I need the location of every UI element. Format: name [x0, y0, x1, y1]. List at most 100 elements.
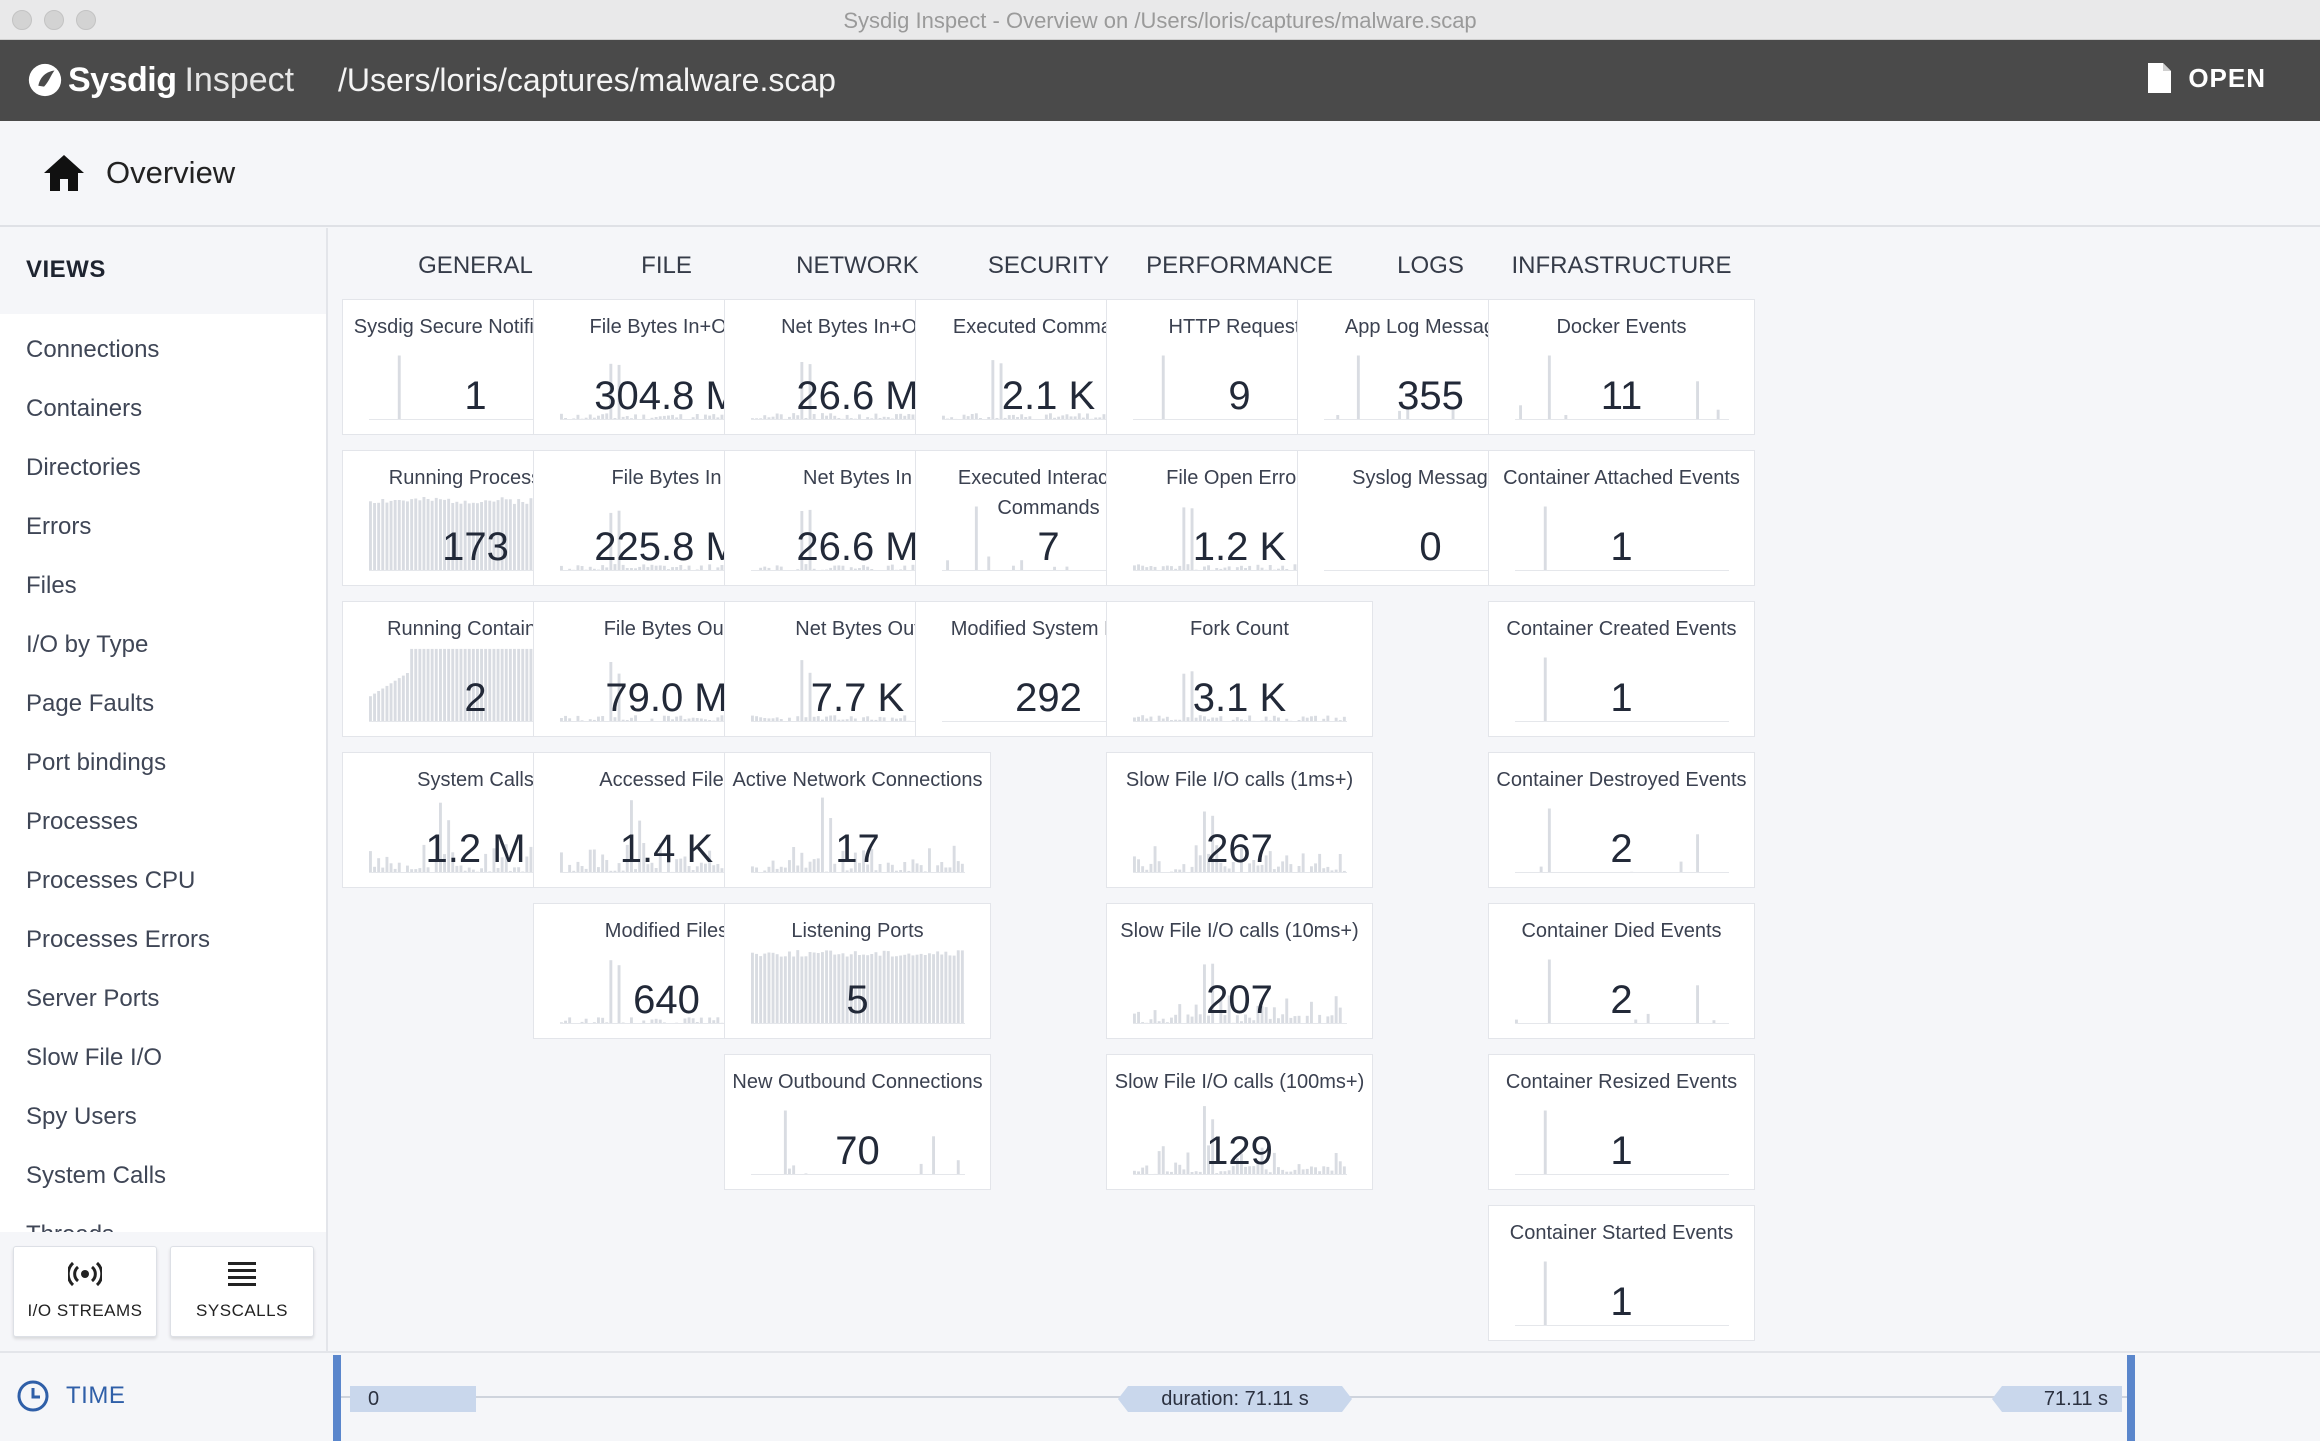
sparkline-chart: [1515, 506, 1729, 571]
metric-value: 225.8 M: [594, 525, 739, 569]
sidebar-item[interactable]: Processes Errors: [26, 926, 211, 953]
metric-value: 267: [1206, 827, 1273, 871]
metric-tile[interactable]: Container Died Events 2: [1488, 903, 1755, 1039]
metric-value: 2: [1610, 978, 1633, 1022]
metric-title: Docker Events: [1556, 316, 1687, 338]
sidebar-item[interactable]: Processes CPU: [26, 867, 196, 894]
metric-title: Slow File I/O calls (1ms+): [1125, 769, 1354, 791]
sidebar-item[interactable]: Server Ports: [26, 985, 160, 1012]
sidebar-item[interactable]: Spy Users: [26, 1103, 137, 1130]
breadcrumb-overview[interactable]: Overview: [42, 153, 235, 193]
metric-title: File Open Errors: [1166, 467, 1313, 489]
sparkline-chart: [1515, 1261, 1729, 1326]
metric-value: 1: [1610, 1129, 1633, 1173]
column-heading-general: GENERAL: [418, 252, 533, 279]
metric-title: Syslog Messages: [1352, 467, 1509, 489]
metric-tile[interactable]: Slow File I/O calls (100ms+) 129: [1106, 1054, 1373, 1190]
sidebar-item[interactable]: Files: [26, 572, 77, 599]
app-logo[interactable]: Sysdig Inspect: [26, 60, 294, 100]
metric-value: 26.6 M: [796, 374, 919, 418]
list-icon: [228, 1262, 256, 1286]
metric-title: Modified System Files: [950, 618, 1147, 640]
capture-file-path: /Users/loris/captures/malware.scap: [338, 62, 836, 98]
metric-tile[interactable]: File Bytes In 225.8 M: [533, 450, 800, 586]
open-button[interactable]: OPEN: [2146, 62, 2266, 94]
metric-tile[interactable]: Docker Events 11: [1488, 299, 1755, 435]
metric-value: 70: [835, 1129, 880, 1173]
metric-title: Container Started Events: [1509, 1222, 1734, 1244]
metric-title: Fork Count: [1190, 618, 1289, 640]
metric-tile[interactable]: Container Resized Events 1: [1488, 1054, 1755, 1190]
sparkline-chart: [751, 362, 965, 420]
metric-title: System Calls: [417, 769, 534, 791]
metric-title: Container Destroyed Events: [1496, 769, 1747, 791]
sparkline-chart: [560, 363, 774, 420]
timeline-end-handle[interactable]: [2127, 1355, 2135, 1441]
timeline-start-handle[interactable]: [333, 1355, 341, 1441]
open-button-label: OPEN: [2188, 62, 2266, 93]
sidebar-item[interactable]: Directories: [26, 454, 141, 481]
column-heading-logs: LOGS: [1397, 252, 1464, 279]
sidebar-item[interactable]: Page Faults: [26, 690, 155, 717]
sidebar-item[interactable]: Errors: [26, 513, 92, 540]
metric-value: 7.7 K: [810, 676, 905, 720]
column-heading-network: NETWORK: [796, 252, 919, 279]
metric-value: 292: [1015, 676, 1082, 720]
metric-value: 3.1 K: [1192, 676, 1287, 720]
metric-title: Executed Interactive Commands: [957, 467, 1140, 519]
metric-tile[interactable]: Listening Ports 5: [724, 903, 991, 1039]
timeline-duration: duration: 71.11 s: [1118, 1386, 1352, 1412]
metric-tile[interactable]: Slow File I/O calls (1ms+) 267: [1106, 752, 1373, 888]
metric-title: HTTP Requests: [1168, 316, 1311, 338]
window-zoom-button[interactable]: [76, 10, 96, 30]
sidebar-item[interactable]: Slow File I/O: [26, 1044, 163, 1071]
page-title: Overview: [106, 155, 236, 190]
timeline-start-value: 0: [350, 1386, 476, 1412]
metric-tile[interactable]: Active Network Connections 17: [724, 752, 991, 888]
metric-tile[interactable]: Container Started Events 1: [1488, 1205, 1755, 1341]
window-minimize-button[interactable]: [44, 10, 64, 30]
metric-title: Modified Files: [604, 920, 729, 942]
metric-tile[interactable]: Container Destroyed Events 2: [1488, 752, 1755, 888]
sidebar-item[interactable]: System Calls: [26, 1162, 167, 1189]
syscalls-button[interactable]: SYSCALLS: [170, 1246, 314, 1337]
metric-title: Container Created Events: [1506, 618, 1737, 640]
window-close-button[interactable]: [12, 10, 32, 30]
sparkline-chart: [1133, 1106, 1347, 1175]
file-icon: [2148, 63, 2172, 93]
metric-title: Container Died Events: [1521, 920, 1722, 942]
metric-value: 129: [1206, 1129, 1273, 1173]
column-heading-performance: PERFORMANCE: [1146, 252, 1333, 279]
sidebar-actions: I/O STREAMS SYSCALLS: [0, 1232, 326, 1351]
sidebar-item[interactable]: Connections: [26, 336, 160, 363]
metric-tile[interactable]: New Outbound Connections 70: [724, 1054, 991, 1190]
sidebar-item[interactable]: Processes: [26, 808, 139, 835]
metric-value: 2: [1610, 827, 1633, 871]
metric-value: 26.6 M: [796, 525, 919, 569]
metric-value: 7: [1037, 525, 1060, 569]
io-streams-button[interactable]: I/O STREAMS: [13, 1246, 157, 1337]
metric-title: Listening Ports: [791, 920, 924, 942]
metric-value: 2.1 K: [1001, 374, 1096, 418]
metric-value: 640: [633, 978, 700, 1022]
metric-title: File Bytes In+Out: [589, 316, 744, 338]
metric-value: 207: [1206, 978, 1273, 1022]
metric-title: Executed Commands: [952, 316, 1145, 338]
sparkline-chart: [1324, 570, 1538, 571]
sparkline-chart: [1515, 355, 1729, 420]
io-streams-label: I/O STREAMS: [27, 1301, 143, 1320]
metric-tile[interactable]: Container Created Events 1: [1488, 601, 1755, 737]
metric-title: File Bytes In: [611, 467, 722, 489]
sidebar-item[interactable]: Port bindings: [26, 749, 167, 776]
sidebar-item[interactable]: I/O by Type: [26, 631, 149, 658]
sidebar-item[interactable]: Containers: [26, 395, 143, 422]
metric-title: Container Resized Events: [1505, 1071, 1738, 1093]
metric-value: 1.2 M: [425, 827, 526, 871]
metric-tile[interactable]: Fork Count 3.1 K: [1106, 601, 1373, 737]
time-toggle[interactable]: TIME: [16, 1379, 125, 1413]
metric-tile[interactable]: Slow File I/O calls (10ms+) 207: [1106, 903, 1373, 1039]
views-list[interactable]: Connections Containers Directories Errors Fi…: [0, 324, 326, 1329]
metric-tile[interactable]: Container Attached Events 1: [1488, 450, 1755, 586]
metric-value: 173: [442, 525, 509, 569]
views-heading: VIEWS: [0, 228, 326, 314]
